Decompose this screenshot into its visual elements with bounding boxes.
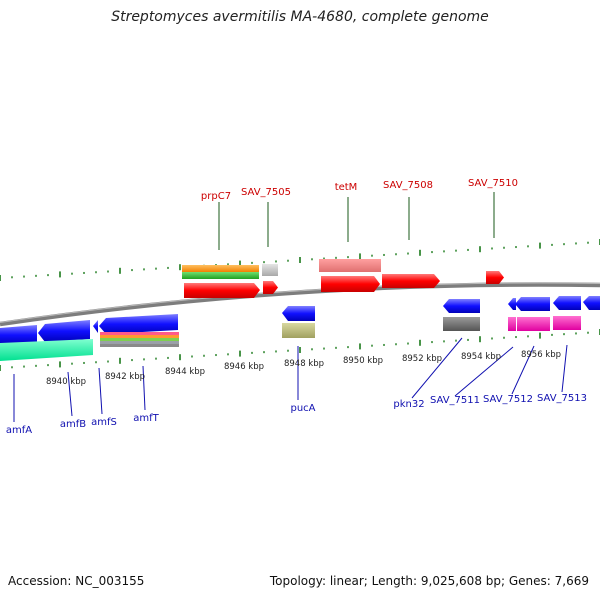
- scale-label-8946: 8946 kbp: [224, 362, 264, 372]
- feature-green-band: [182, 272, 259, 279]
- multicolor-feature: [100, 332, 179, 347]
- sav7510-gene-arrow: [486, 271, 504, 284]
- gene-label-sav7508: SAV_7508: [383, 180, 433, 191]
- feature-gray-box: [262, 264, 278, 276]
- genome-title: Streptomyces avermitilis MA-4680, comple…: [111, 9, 489, 25]
- topology-label: Topology: linear; Length: 9,025,608 bp; …: [269, 574, 589, 588]
- scale-label-8942: 8942 kbp: [105, 372, 145, 382]
- scale-label-8956: 8956 kbp: [521, 350, 561, 360]
- sav7513-gene-arrow: [553, 296, 581, 310]
- sav7513-magenta-box: [553, 316, 581, 330]
- prpc7-gene-arrow: [184, 283, 260, 298]
- scale-label-8944: 8944 kbp: [165, 367, 205, 377]
- sav7511-gene-arrow: [508, 298, 516, 310]
- gene-label-amft: amfT: [133, 413, 159, 424]
- genome-backbone-highlight: [0, 282, 600, 323]
- sav7511-magenta-box: [508, 317, 516, 331]
- bottom-leader-lines: [13, 337, 568, 422]
- puca-gene-arrow: [282, 306, 315, 321]
- forward-features: [182, 259, 504, 298]
- scale-label-8948: 8948 kbp: [284, 359, 324, 369]
- top-gene-labels: prpC7 SAV_7505 tetM SAV_7508 SAV_7510: [201, 178, 518, 202]
- next-gene-arrow: [583, 296, 600, 310]
- gene-label-amfb: amfB: [60, 419, 86, 430]
- gene-label-amfa: amfA: [6, 425, 32, 436]
- gene-label-sav7505: SAV_7505: [241, 187, 291, 198]
- scale-label-8954: 8954 kbp: [461, 352, 501, 362]
- feature-pink-box: [319, 259, 381, 272]
- scale-label-8940: 8940 kbp: [46, 377, 86, 387]
- gene-label-prpc7: prpC7: [201, 191, 231, 202]
- scale-labels: 8940 kbp 8942 kbp 8944 kbp 8946 kbp 8948…: [46, 350, 561, 387]
- sav7508-gene-arrow: [382, 274, 440, 288]
- pkn32-gray-box: [443, 317, 480, 331]
- teal-feature: [0, 339, 93, 361]
- gene-label-sav7512: SAV_7512: [483, 394, 533, 405]
- gene-label-pkn32: pkn32: [393, 399, 424, 410]
- bottom-tick-row: [0, 329, 600, 371]
- puca-olive-box: [282, 323, 315, 338]
- scale-label-8952: 8952 kbp: [402, 354, 442, 364]
- gene-label-sav7513: SAV_7513: [537, 393, 587, 404]
- amfb-gene-arrow: [38, 320, 90, 342]
- amft-gene-arrow: [99, 314, 178, 334]
- scale-label-8950: 8950 kbp: [343, 356, 383, 366]
- sav7512-gene-arrow: [515, 297, 550, 311]
- sav7512-magenta-box: [517, 317, 550, 331]
- gene-label-sav7510: SAV_7510: [468, 178, 518, 189]
- gene-label-puca: pucA: [290, 403, 315, 414]
- bottom-gene-labels: amfA amfB amfS amfT pucA pkn32 SAV_7511 …: [6, 393, 587, 436]
- pkn32-gene-arrow: [443, 299, 480, 313]
- gene-label-sav7511: SAV_7511: [430, 395, 480, 406]
- reverse-features: [0, 296, 600, 361]
- genome-backbone: [0, 282, 600, 327]
- accession-label: Accession: NC_003155: [8, 574, 145, 588]
- gene-label-amfs: amfS: [91, 417, 117, 428]
- sav7505-gene-arrow: [263, 281, 278, 294]
- amfs-gene-arrow: [93, 320, 98, 333]
- tetm-gene-arrow: [321, 276, 380, 292]
- top-leader-lines: [218, 192, 495, 250]
- amfa-gene-arrow: [0, 325, 37, 345]
- top-tick-row: [0, 239, 600, 281]
- gene-label-tetm: tetM: [335, 182, 358, 193]
- feature-orange-band: [182, 265, 259, 272]
